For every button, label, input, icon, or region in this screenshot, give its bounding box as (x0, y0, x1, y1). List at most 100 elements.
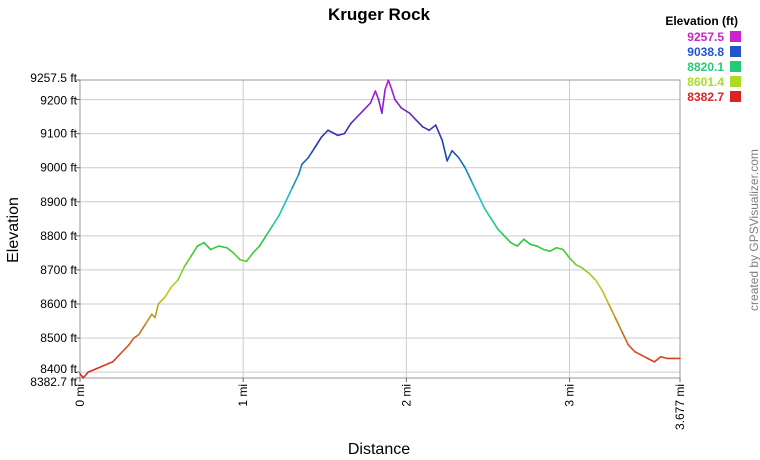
elevation-segment (265, 224, 274, 237)
elevation-segment (170, 279, 179, 288)
elevation-segment (503, 235, 512, 244)
legend-swatch (730, 91, 741, 102)
elevation-segment (203, 241, 212, 251)
elevation-segment (415, 119, 424, 128)
elevation-segment (301, 156, 310, 166)
elevation-segment (137, 323, 147, 336)
elevation-segment (209, 245, 220, 251)
elevation-segment (232, 252, 241, 261)
x-axis-ticks: 0 mi 1 mi 2 mi 3 mi 3.677 mi (73, 378, 687, 430)
elevation-segment (258, 235, 267, 247)
elevation-segment (549, 246, 558, 252)
elevation-segment (470, 180, 479, 196)
elevation-segment (226, 246, 235, 254)
legend-swatch (730, 31, 741, 42)
y-tick-label: 9000 ft (40, 161, 77, 175)
elevation-segment (111, 352, 122, 363)
x-axis-label: Distance (348, 441, 410, 458)
elevation-segment (614, 316, 623, 333)
elevation-segment (640, 354, 649, 360)
elevation-segment (278, 200, 287, 217)
grid-lines (79, 79, 681, 379)
elevation-series (79, 79, 681, 379)
elevation-segment (408, 112, 417, 121)
elevation-segment (581, 267, 590, 275)
elevation-segment (441, 139, 448, 162)
elevation-segment (79, 373, 85, 379)
elevation-segment (177, 265, 186, 281)
elevation-segment (377, 98, 383, 115)
elevation-segment (190, 245, 199, 258)
elevation-segment (284, 187, 293, 203)
elevation-segment (337, 132, 346, 137)
elevation-segment (464, 166, 473, 183)
y-tick-label: 9257.5 ft (30, 71, 77, 85)
y-tick-label: 8600 ft (40, 297, 77, 311)
elevation-segment (297, 163, 303, 176)
x-tick-label: 0 mi (73, 384, 87, 407)
elevation-segment (446, 149, 453, 162)
elevation-segment (157, 296, 166, 305)
elevation-segment (164, 286, 173, 298)
legend-title: Elevation (ft) (665, 14, 738, 28)
elevation-segment (509, 241, 519, 247)
y-tick-label: 8800 ft (40, 229, 77, 243)
elevation-segment (350, 115, 359, 125)
elevation-segment (82, 371, 89, 379)
x-tick-label: 3.677 mi (673, 384, 687, 430)
elevation-segment (434, 124, 444, 142)
legend-value: 9257.5 (687, 30, 724, 44)
elevation-segment (363, 102, 372, 111)
chart-title: Kruger Rock (328, 5, 431, 24)
elevation-segment (239, 258, 248, 263)
legend-value: 8382.7 (687, 90, 724, 104)
elevation-segment (217, 245, 228, 249)
elevation-segment (477, 194, 486, 210)
elevation-segment (627, 344, 636, 353)
elevation-segment (291, 173, 300, 189)
elevation-segment (601, 289, 610, 305)
elevation-segment (144, 313, 153, 326)
legend-swatch (730, 76, 741, 87)
elevation-segment (529, 243, 538, 247)
plot-area-border (79, 79, 681, 379)
elevation-segment (271, 214, 280, 227)
elevation-segment (588, 272, 597, 281)
elevation-segment (314, 136, 323, 149)
elevation-segment (196, 241, 205, 247)
elevation-segment (516, 238, 525, 247)
elevation-segment (128, 337, 135, 346)
elevation-segment (320, 129, 329, 138)
elevation-segment (523, 238, 532, 246)
elevation-segment (95, 364, 106, 370)
elevation-segment (384, 79, 390, 91)
x-tick-label: 3 mi (563, 384, 577, 407)
x-tick-label: 2 mi (399, 384, 413, 407)
elevation-segment (381, 88, 386, 115)
y-tick-label: 8400 ft (40, 362, 77, 376)
elevation-segment (133, 333, 140, 339)
elevation-segment (555, 246, 564, 251)
elevation-segment (607, 303, 617, 319)
credit-text: created by GPSVisualizer.com (747, 149, 760, 311)
y-tick-label: 9200 ft (40, 94, 77, 108)
y-tick-label: 8382.7 ft (30, 375, 77, 389)
elevation-segment (457, 156, 466, 169)
elevation-segment (369, 90, 377, 104)
elevation-segment (594, 279, 603, 292)
elevation-segment (647, 357, 656, 363)
elevation-segment (562, 248, 571, 259)
x-tick-label: 1 mi (236, 384, 250, 407)
elevation-segment (660, 355, 669, 360)
elevation-segment (620, 330, 630, 346)
elevation-segment (421, 126, 430, 132)
elevation-segment (87, 367, 98, 373)
elevation-segment (374, 90, 380, 101)
legend-value: 8601.4 (687, 75, 724, 89)
elevation-segment (536, 245, 545, 251)
elevation-segment (490, 218, 499, 230)
elevation-segment (428, 124, 437, 132)
elevation-segment (634, 350, 643, 356)
legend: Elevation (ft) 9257.59038.88820.18601.48… (665, 14, 741, 104)
